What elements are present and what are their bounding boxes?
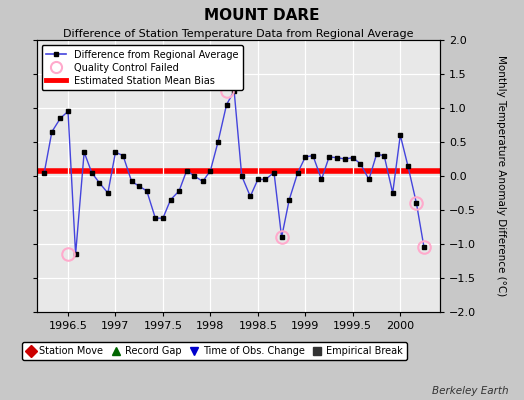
- Title: Difference of Station Temperature Data from Regional Average: Difference of Station Temperature Data f…: [63, 29, 413, 39]
- Y-axis label: Monthly Temperature Anomaly Difference (°C): Monthly Temperature Anomaly Difference (…: [496, 55, 506, 297]
- Text: Berkeley Earth: Berkeley Earth: [432, 386, 508, 396]
- Legend: Station Move, Record Gap, Time of Obs. Change, Empirical Break: Station Move, Record Gap, Time of Obs. C…: [22, 342, 407, 360]
- Text: MOUNT DARE: MOUNT DARE: [204, 8, 320, 23]
